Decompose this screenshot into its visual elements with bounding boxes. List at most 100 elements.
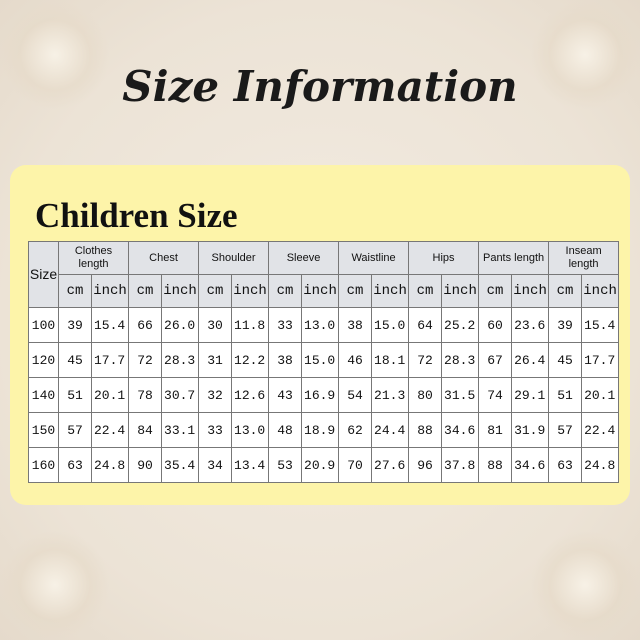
size-table: Size Clothes length Chest Shoulder Sleeve Wa… bbox=[28, 241, 620, 483]
size-cell: 100 bbox=[28, 307, 59, 343]
cm-cell: 70 bbox=[338, 447, 373, 483]
inch-cell: 21.3 bbox=[371, 377, 410, 413]
cm-cell: 96 bbox=[408, 447, 443, 483]
unit-cm-header: cm bbox=[548, 274, 583, 308]
unit-inch-header: inch bbox=[90, 274, 130, 308]
cm-cell: 78 bbox=[128, 377, 163, 413]
cm-cell: 62 bbox=[338, 412, 373, 448]
floral-decoration bbox=[0, 0, 110, 110]
inch-cell: 34.6 bbox=[441, 412, 480, 448]
unit-cm-header: cm bbox=[128, 274, 163, 308]
cm-cell: 54 bbox=[338, 377, 373, 413]
size-cell: 160 bbox=[28, 447, 59, 483]
cm-cell: 34 bbox=[198, 447, 233, 483]
inch-cell: 13.0 bbox=[301, 307, 340, 343]
inch-cell: 34.6 bbox=[511, 447, 550, 483]
inch-cell: 23.6 bbox=[511, 307, 550, 343]
cm-cell: 46 bbox=[338, 342, 373, 378]
cm-cell: 32 bbox=[198, 377, 233, 413]
chart-subtitle: Children Size bbox=[35, 196, 238, 235]
inch-cell: 11.8 bbox=[231, 307, 270, 343]
cm-cell: 60 bbox=[478, 307, 513, 343]
cm-cell: 33 bbox=[268, 307, 303, 343]
inch-cell: 15.4 bbox=[90, 307, 130, 343]
inch-cell: 24.8 bbox=[90, 447, 130, 483]
cm-cell: 74 bbox=[478, 377, 513, 413]
inch-cell: 18.1 bbox=[371, 342, 410, 378]
inch-cell: 22.4 bbox=[581, 412, 620, 448]
cm-cell: 45 bbox=[548, 342, 583, 378]
column-group-header: Pants length bbox=[478, 241, 550, 275]
inch-cell: 31.9 bbox=[511, 412, 550, 448]
cm-cell: 39 bbox=[548, 307, 583, 343]
size-cell: 140 bbox=[28, 377, 59, 413]
inch-cell: 26.0 bbox=[161, 307, 200, 343]
unit-cm-header: cm bbox=[478, 274, 513, 308]
inch-cell: 24.8 bbox=[581, 447, 620, 483]
column-group-header: Inseam length bbox=[548, 241, 620, 275]
column-group-header: Chest bbox=[128, 241, 200, 275]
inch-cell: 15.0 bbox=[371, 307, 410, 343]
cm-cell: 72 bbox=[128, 342, 163, 378]
cm-cell: 67 bbox=[478, 342, 513, 378]
inch-cell: 12.2 bbox=[231, 342, 270, 378]
cm-cell: 30 bbox=[198, 307, 233, 343]
inch-cell: 22.4 bbox=[90, 412, 130, 448]
unit-inch-header: inch bbox=[581, 274, 620, 308]
cm-cell: 48 bbox=[268, 412, 303, 448]
unit-inch-header: inch bbox=[231, 274, 270, 308]
inch-cell: 25.2 bbox=[441, 307, 480, 343]
inch-cell: 17.7 bbox=[581, 342, 620, 378]
cm-cell: 31 bbox=[198, 342, 233, 378]
column-group-header: Hips bbox=[408, 241, 480, 275]
inch-cell: 28.3 bbox=[161, 342, 200, 378]
inch-cell: 37.8 bbox=[441, 447, 480, 483]
cm-cell: 88 bbox=[478, 447, 513, 483]
inch-cell: 13.4 bbox=[231, 447, 270, 483]
inch-cell: 12.6 bbox=[231, 377, 270, 413]
size-cell: 120 bbox=[28, 342, 59, 378]
header-row-units: cm inch cm inch cm inch cm inch cm inch cm inch cm in… bbox=[29, 274, 620, 308]
column-group-header: Sleeve bbox=[268, 241, 340, 275]
cm-cell: 39 bbox=[58, 307, 92, 343]
unit-cm-header: cm bbox=[268, 274, 303, 308]
inch-cell: 20.1 bbox=[90, 377, 130, 413]
size-header: Size bbox=[28, 241, 59, 308]
unit-inch-header: inch bbox=[161, 274, 200, 308]
cm-cell: 38 bbox=[338, 307, 373, 343]
unit-inch-header: inch bbox=[301, 274, 340, 308]
inch-cell: 30.7 bbox=[161, 377, 200, 413]
cm-cell: 63 bbox=[58, 447, 92, 483]
unit-cm-header: cm bbox=[58, 274, 92, 308]
unit-inch-header: inch bbox=[441, 274, 480, 308]
inch-cell: 18.9 bbox=[301, 412, 340, 448]
page-title: Size Information bbox=[122, 62, 518, 111]
header-row-groups: Size Clothes length Chest Shoulder Sleeve Wa… bbox=[28, 241, 620, 308]
inch-cell: 24.4 bbox=[371, 412, 410, 448]
inch-cell: 13.0 bbox=[231, 412, 270, 448]
cm-cell: 38 bbox=[268, 342, 303, 378]
table-row: 160 63 24.8 90 35.4 34 13.4 53 20.9 70 27.6 96 37.8 8… bbox=[28, 447, 620, 483]
cm-cell: 63 bbox=[548, 447, 583, 483]
cm-cell: 84 bbox=[128, 412, 163, 448]
inch-cell: 33.1 bbox=[161, 412, 200, 448]
cm-cell: 43 bbox=[268, 377, 303, 413]
inch-cell: 29.1 bbox=[511, 377, 550, 413]
unit-cm-header: cm bbox=[408, 274, 443, 308]
cm-cell: 80 bbox=[408, 377, 443, 413]
inch-cell: 20.9 bbox=[301, 447, 340, 483]
cm-cell: 88 bbox=[408, 412, 443, 448]
inch-cell: 35.4 bbox=[161, 447, 200, 483]
floral-decoration bbox=[530, 0, 640, 110]
cm-cell: 45 bbox=[58, 342, 92, 378]
floral-decoration bbox=[530, 530, 640, 640]
floral-decoration bbox=[0, 530, 110, 640]
table-row: 100 39 15.4 66 26.0 30 11.8 33 13.0 38 15.0 64 25.2 6… bbox=[28, 307, 620, 343]
cm-cell: 64 bbox=[408, 307, 443, 343]
column-group-header: Clothes length bbox=[57, 241, 130, 275]
cm-cell: 53 bbox=[268, 447, 303, 483]
cm-cell: 57 bbox=[548, 412, 583, 448]
table-row: 150 57 22.4 84 33.1 33 13.0 48 18.9 62 24.4 88 34.6 8… bbox=[28, 412, 620, 448]
size-cell: 150 bbox=[28, 412, 59, 448]
inch-cell: 27.6 bbox=[371, 447, 410, 483]
